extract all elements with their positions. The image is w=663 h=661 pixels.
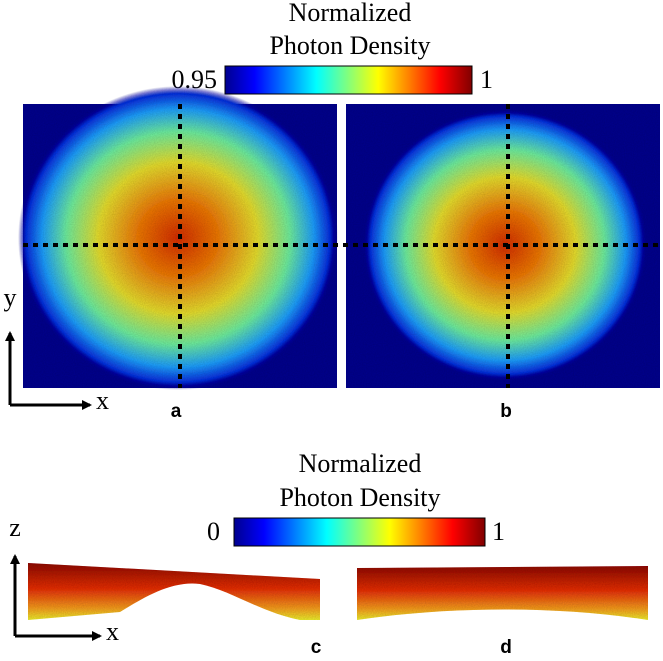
colorbar-title: Photon Density: [279, 483, 440, 512]
axis-label: z: [9, 513, 21, 542]
crosshair: [23, 104, 660, 388]
panel-label: b: [500, 401, 512, 422]
axis-label: x: [96, 386, 109, 415]
colorbar-min: 0: [207, 517, 220, 546]
panel-label: a: [171, 401, 182, 422]
colorbar-title: Photon Density: [269, 31, 430, 60]
axis-label: y: [4, 283, 17, 312]
axis-label: x: [106, 617, 119, 646]
colorbar-title: Normalized: [299, 449, 422, 478]
colorbar: [224, 65, 473, 95]
colorbar: [233, 517, 486, 547]
colorbar-title: Normalized: [289, 0, 412, 27]
colorbar-max: 1: [492, 517, 505, 546]
depth-profile-c: [28, 563, 320, 620]
panel-label: c: [311, 637, 322, 658]
axis-arrows: [4, 331, 92, 410]
colorbar-max: 1: [480, 65, 493, 94]
panel-label: d: [500, 637, 512, 658]
axis-arrows: [10, 554, 102, 641]
depth-profile-d: [357, 566, 648, 620]
